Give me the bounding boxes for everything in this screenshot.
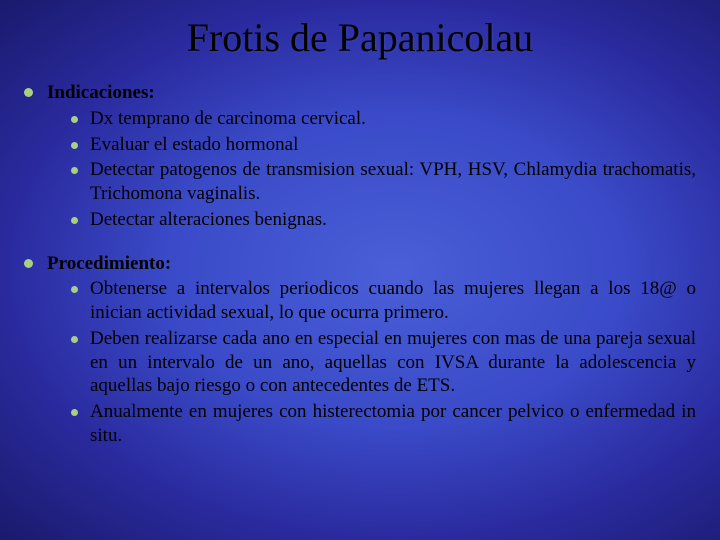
list-item: Detectar alteraciones benignas.	[71, 208, 696, 232]
bullet-icon	[71, 142, 78, 149]
item-text: Evaluar el estado hormonal	[90, 133, 696, 157]
bullet-icon	[71, 336, 78, 343]
item-text: Anualmente en mujeres con histerectomia …	[90, 400, 696, 448]
section-body: Procedimiento: Obtenerse a intervalos pe…	[47, 252, 696, 450]
list-item: Obtenerse a intervalos periodicos cuando…	[71, 277, 696, 325]
list-item: Anualmente en mujeres con histerectomia …	[71, 400, 696, 448]
bullet-icon	[71, 217, 78, 224]
bullet-icon	[71, 409, 78, 416]
item-text: Detectar alteraciones benignas.	[90, 208, 696, 232]
item-text: Deben realizarse cada ano en especial en…	[90, 327, 696, 398]
section-procedimiento: Procedimiento: Obtenerse a intervalos pe…	[24, 252, 696, 450]
bullet-icon	[71, 167, 78, 174]
section-header: Procedimiento:	[47, 253, 171, 274]
list-item: Evaluar el estado hormonal	[71, 133, 696, 157]
bullet-icon	[71, 116, 78, 123]
bullet-icon	[24, 259, 33, 268]
slide-content: Indicaciones: Dx temprano de carcinoma c…	[0, 81, 720, 450]
section-header: Indicaciones:	[47, 82, 155, 103]
list-item: Detectar patogenos de transmision sexual…	[71, 158, 696, 206]
sub-list: Obtenerse a intervalos periodicos cuando…	[47, 277, 696, 447]
section-body: Indicaciones: Dx temprano de carcinoma c…	[47, 81, 696, 234]
sub-list: Dx temprano de carcinoma cervical. Evalu…	[47, 107, 696, 232]
section-indicaciones: Indicaciones: Dx temprano de carcinoma c…	[24, 81, 696, 234]
slide-title: Frotis de Papanicolau	[0, 0, 720, 81]
item-text: Obtenerse a intervalos periodicos cuando…	[90, 277, 696, 325]
bullet-icon	[71, 286, 78, 293]
list-item: Dx temprano de carcinoma cervical.	[71, 107, 696, 131]
item-text: Detectar patogenos de transmision sexual…	[90, 158, 696, 206]
item-text: Dx temprano de carcinoma cervical.	[90, 107, 696, 131]
bullet-icon	[24, 88, 33, 97]
list-item: Deben realizarse cada ano en especial en…	[71, 327, 696, 398]
